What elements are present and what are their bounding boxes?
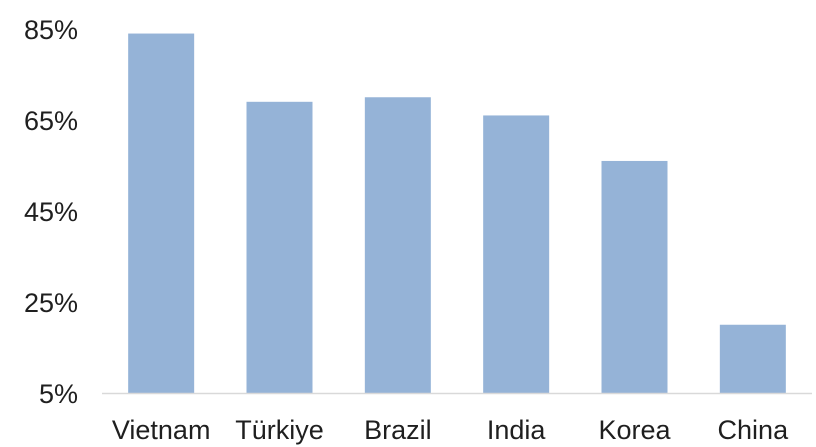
y-tick-label: 85% [24,15,78,45]
bar-india [483,115,550,393]
bar-china [719,324,786,393]
bar-series [128,33,786,394]
bar-brazil [364,97,431,393]
bar-türkiye [246,101,313,394]
x-category-label: Türkiye [235,415,324,445]
y-tick-label: 5% [39,379,78,409]
bar-vietnam [128,33,195,394]
x-category-label: Brazil [364,415,432,445]
bar-korea [601,160,668,393]
x-axis-category-labels: Vietnam Türkiye Brazil India Korea China [112,415,789,445]
x-category-label: Vietnam [112,415,211,445]
y-tick-label: 65% [24,106,78,136]
x-category-label: India [487,415,547,445]
x-category-label: Korea [598,415,671,445]
y-tick-label: 45% [24,197,78,227]
x-category-label: China [718,415,790,445]
y-axis-tick-labels: 5% 25% 45% 65% 85% [24,15,78,409]
y-tick-label: 25% [24,288,78,318]
